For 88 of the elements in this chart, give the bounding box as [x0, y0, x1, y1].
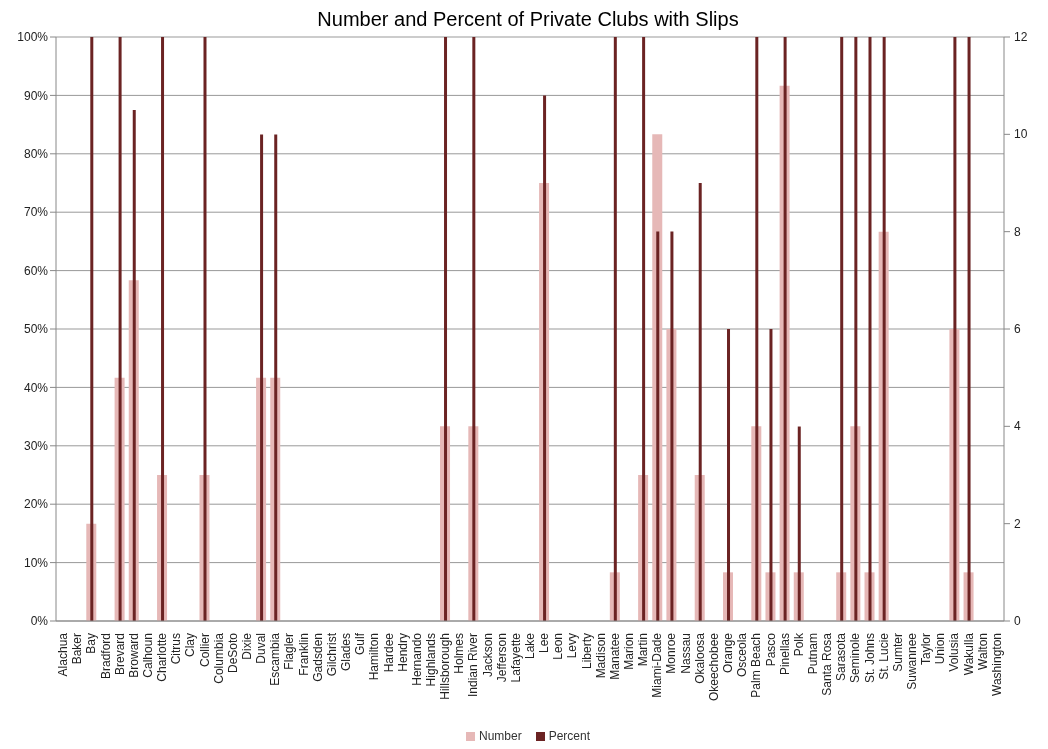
- x-tick-label: Hendry: [395, 633, 410, 672]
- x-tick-label: Santa Rosa: [820, 632, 835, 696]
- x-tick-label: Okaloosa: [692, 632, 707, 684]
- x-tick-label: Pasco: [763, 632, 778, 667]
- legend-label: Number: [477, 729, 522, 743]
- x-tick-label: Osceola: [735, 632, 750, 678]
- x-tick-label: Gulf: [353, 632, 368, 656]
- x-tick-label: Flagler: [282, 633, 297, 670]
- y-tick-label: 80%: [23, 147, 49, 162]
- x-tick-label: Glades: [339, 633, 354, 672]
- y-tick-label: 50%: [23, 322, 49, 337]
- x-tick-label: Jefferson: [494, 633, 509, 683]
- x-tick-label: Collier: [197, 633, 212, 668]
- y2-tick-label: 12: [1014, 30, 1028, 44]
- y-tick-label: 30%: [23, 439, 49, 454]
- x-tick-label: Lee: [537, 632, 552, 654]
- x-tick-label: Putnam: [805, 633, 820, 675]
- x-tick-label: Marion: [622, 633, 637, 670]
- x-tick-label: Citrus: [169, 633, 184, 665]
- y-tick-label: 70%: [23, 205, 49, 220]
- x-tick-label: Walton: [975, 633, 990, 670]
- x-tick-label: DeSoto: [225, 632, 240, 674]
- x-tick-label: Baker: [70, 633, 85, 665]
- y2-tick-label: 8: [1014, 224, 1021, 239]
- x-tick-label: Monroe: [664, 632, 679, 674]
- x-tick-label: Columbia: [211, 632, 226, 684]
- x-tick-label: Miami-Dade: [650, 632, 665, 698]
- x-tick-label: Sumter: [890, 633, 905, 672]
- x-tick-label: Volusia: [947, 632, 962, 672]
- x-tick-label: Charlotte: [155, 632, 170, 682]
- x-tick-label: Indian River: [466, 633, 481, 698]
- x-tick-label: Okeechobee: [706, 632, 721, 702]
- x-tick-label: Dixie: [240, 632, 255, 660]
- y-tick-label: 10%: [23, 555, 49, 570]
- x-tick-label: Orange: [721, 632, 736, 674]
- x-tick-label: Lafayette: [508, 632, 523, 683]
- y-tick-label: 0%: [30, 614, 49, 629]
- x-tick-label: Franklin: [296, 633, 311, 676]
- x-tick-label: Clay: [183, 633, 198, 658]
- x-tick-label: Hillsborough: [438, 633, 453, 700]
- x-tick-label: Bradford: [98, 633, 113, 680]
- x-tick-label: Union: [933, 633, 948, 665]
- x-tick-label: Jackson: [480, 633, 495, 678]
- y-tick-label: 90%: [23, 88, 49, 103]
- x-tick-label: Escambia: [268, 632, 283, 686]
- y-tick-label: 60%: [23, 263, 49, 278]
- y2-tick-label: 6: [1014, 322, 1021, 336]
- legend-label: Percent: [547, 729, 591, 743]
- y-tick-label: 20%: [23, 497, 49, 512]
- x-tick-label: Bay: [84, 633, 99, 654]
- x-tick-label: Alachua: [56, 632, 71, 677]
- x-tick-label: Broward: [126, 633, 141, 678]
- x-tick-label: Hardee: [381, 632, 396, 673]
- x-tick-label: Hernando: [409, 632, 424, 686]
- x-tick-label: Leon: [551, 633, 566, 660]
- x-tick-label: Pinellas: [777, 633, 792, 676]
- x-tick-label: Liberty: [579, 633, 594, 670]
- y-tick-label: 40%: [23, 380, 49, 395]
- x-tick-label: Manatee: [607, 632, 622, 680]
- x-tick-label: Wakulla: [961, 632, 976, 676]
- x-tick-label: Hamilton: [367, 633, 382, 681]
- x-tick-label: Washington: [989, 633, 1004, 696]
- x-tick-label: St. Lucie: [876, 632, 891, 680]
- x-tick-label: Duval: [254, 633, 269, 664]
- x-tick-label: Highlands: [423, 633, 438, 687]
- x-tick-label: Brevard: [112, 633, 127, 676]
- chart-title: Number and Percent of Private Clubs with Slips: [316, 8, 740, 31]
- y2-tick-label: 4: [1014, 419, 1021, 434]
- x-tick-label: Seminole: [848, 632, 863, 684]
- x-tick-label: St. Johns: [862, 633, 877, 684]
- y2-tick-label: 10: [1014, 127, 1028, 142]
- x-tick-label: Nassau: [678, 633, 693, 674]
- y2-tick-label: 0: [1014, 614, 1021, 628]
- x-tick-label: Gilchrist: [324, 632, 339, 677]
- x-tick-label: Lake: [523, 632, 537, 660]
- x-tick-label: Sarasota: [834, 632, 849, 682]
- y2-tick-label: 2: [1014, 516, 1021, 531]
- x-tick-label: Holmes: [452, 633, 467, 674]
- y-tick-label: 100%: [17, 30, 49, 45]
- x-tick-label: Gadsden: [310, 633, 325, 682]
- x-tick-label: Levy: [565, 633, 580, 659]
- x-tick-label: Palm Beach: [749, 633, 764, 698]
- x-tick-label: Polk: [791, 632, 806, 657]
- x-tick-label: Taylor: [919, 633, 934, 666]
- x-tick-label: Suwannee: [905, 632, 920, 690]
- x-tick-label: Martin: [636, 633, 651, 667]
- x-tick-label: Calhoun: [140, 633, 155, 678]
- x-tick-label: Madison: [593, 633, 608, 679]
